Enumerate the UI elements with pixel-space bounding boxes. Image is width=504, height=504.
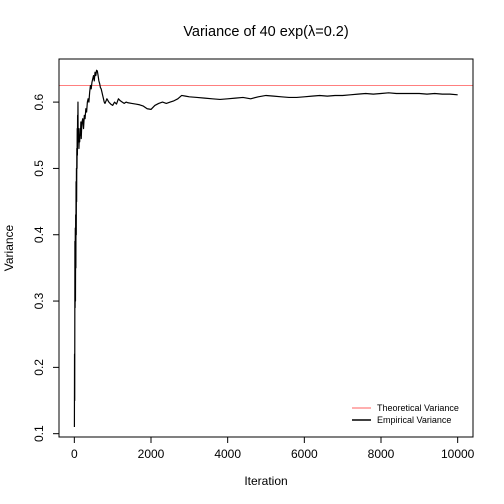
y-axis: 0.1 0.2 0.3 0.4 0.5 0.6 (32, 93, 60, 442)
y-tick-label-0.1: 0.1 (32, 425, 46, 442)
x-tick-label-4000: 4000 (214, 447, 241, 461)
x-axis: 0 2000 4000 6000 8000 10000 (71, 436, 475, 461)
chart-title: Variance of 40 exp(λ=0.2) (183, 24, 348, 40)
y-tick-label-0.4: 0.4 (32, 226, 46, 243)
y-tick-label-0.3: 0.3 (32, 292, 46, 309)
legend: Theoretical Variance Empirical Variance (352, 403, 459, 425)
x-tick-label-10000: 10000 (441, 447, 475, 461)
plot-frame (58, 58, 474, 438)
x-tick-label-8000: 8000 (368, 447, 395, 461)
x-tick-label-0: 0 (71, 447, 78, 461)
y-tick-label-0.6: 0.6 (32, 93, 46, 110)
y-tick-label-0.2: 0.2 (32, 359, 46, 376)
plot-area (59, 69, 473, 428)
y-axis-title: Variance (2, 224, 16, 271)
legend-label-theoretical: Theoretical Variance (377, 403, 459, 413)
legend-label-empirical: Empirical Variance (377, 415, 451, 425)
x-axis-title: Iteration (244, 474, 287, 488)
y-tick-label-0.5: 0.5 (32, 160, 46, 177)
empirical-variance-line (73, 69, 458, 428)
x-tick-label-6000: 6000 (291, 447, 318, 461)
x-tick-label-2000: 2000 (138, 447, 165, 461)
